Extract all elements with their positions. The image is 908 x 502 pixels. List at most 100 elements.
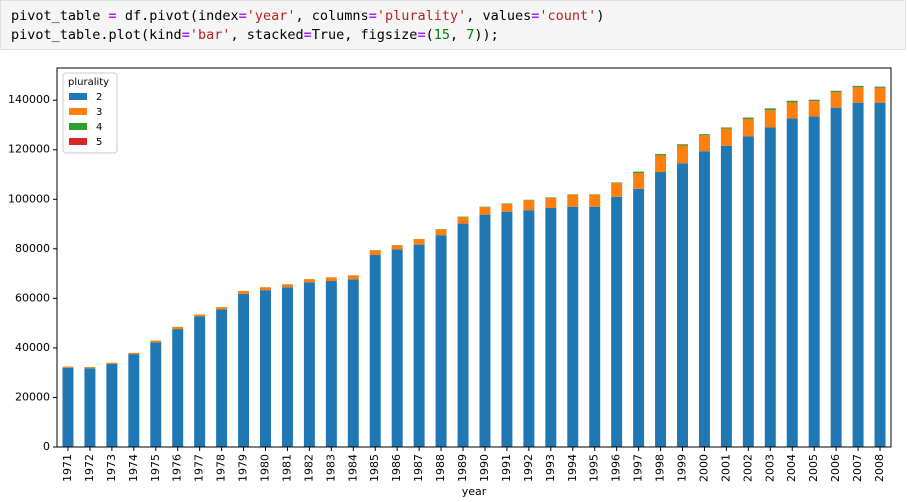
bar-segment (457, 217, 469, 224)
bar-segment (501, 211, 513, 447)
bar-segment (742, 117, 754, 120)
x-tick-label: 1980 (259, 454, 272, 482)
legend-swatch (69, 93, 87, 100)
bar-segment (281, 287, 293, 447)
bar-segment (808, 99, 820, 102)
bar-segment (698, 151, 710, 447)
y-tick-label: 60000 (15, 291, 50, 304)
bar-segment (150, 340, 162, 343)
bar-segment (435, 235, 447, 447)
bar-segment (150, 342, 162, 447)
bar-segment (633, 173, 645, 189)
bar-segment (852, 102, 864, 447)
bar-segment (216, 307, 228, 310)
bar-segment (391, 249, 403, 447)
bar-segment (260, 290, 271, 447)
x-tick-label: 2007 (851, 454, 864, 482)
bar-segment (852, 85, 864, 88)
y-tick-label: 20000 (15, 390, 50, 403)
bar-segment (698, 134, 710, 136)
x-tick-label: 1979 (237, 454, 250, 482)
legend-title: plurality (68, 77, 109, 88)
x-tick-label: 1997 (632, 454, 645, 482)
legend-swatch (69, 138, 87, 145)
y-tick-label: 140000 (8, 93, 50, 106)
bar-segment (808, 101, 820, 117)
legend-swatch (69, 108, 87, 115)
bar-segment (84, 368, 96, 447)
bar-segment (194, 314, 206, 317)
bar-segment (633, 188, 645, 447)
bar-segment (479, 214, 491, 447)
x-tick-label: 1977 (193, 454, 206, 482)
x-tick-label: 2008 (873, 454, 886, 482)
bar-segment (479, 207, 491, 215)
bar-segment (677, 163, 688, 448)
legend-label: 3 (96, 107, 102, 118)
x-tick-label: 1974 (127, 454, 140, 482)
bar-segment (611, 196, 623, 447)
x-tick-label: 1988 (434, 454, 447, 482)
bar-segment (830, 107, 842, 448)
bar-segment (128, 352, 140, 355)
x-tick-label: 1986 (390, 454, 403, 482)
bar-segment (698, 135, 710, 152)
bar-segment (742, 136, 754, 447)
x-tick-label: 1998 (654, 454, 667, 482)
x-tick-label: 1984 (346, 454, 359, 482)
bar-segment (589, 194, 601, 207)
x-tick-label: 1972 (83, 454, 96, 482)
x-tick-label: 1978 (215, 454, 228, 482)
bar-segment (128, 354, 140, 447)
bar-segment (523, 210, 535, 447)
legend-label: 2 (96, 92, 102, 103)
bar-segment (391, 245, 403, 250)
bar-segment (194, 316, 206, 447)
bar-segment (84, 367, 96, 369)
code-line: pivot_table.plot(kind='bar', stacked=Tru… (11, 27, 499, 43)
bar-segment (545, 197, 557, 208)
bar-segment (786, 100, 798, 103)
bar-segment (655, 172, 667, 447)
bar-segment (567, 194, 579, 207)
bar-segment (172, 329, 184, 447)
x-tick-label: 1994 (566, 454, 579, 482)
x-tick-label: 1983 (324, 454, 337, 482)
bar-segment (325, 277, 337, 282)
bar-segment (720, 127, 732, 129)
bar-segment (567, 206, 579, 447)
bar-segment (786, 118, 798, 448)
x-tick-label: 2003 (763, 454, 776, 482)
bar-segment (720, 128, 732, 146)
x-tick-label: 1982 (302, 454, 315, 482)
x-tick-label: 1993 (544, 454, 557, 482)
bar-segment (106, 362, 118, 365)
x-tick-label: 1999 (676, 454, 689, 482)
bar-segment (874, 86, 886, 88)
bar-segment (369, 255, 381, 447)
x-tick-label: 2004 (785, 454, 798, 482)
y-tick-label: 120000 (8, 143, 50, 156)
x-tick-label: 1991 (500, 454, 513, 482)
chart: year 0 20000 40000 60000 80000 100000 120000 14… (8, 67, 892, 498)
legend: plurality 2 3 4 5 (62, 72, 118, 154)
x-tick-label: 2002 (741, 454, 754, 482)
bar-segment (633, 171, 645, 174)
x-tick-label: 1971 (61, 454, 74, 482)
bar-segment (720, 145, 732, 447)
x-tick-label: 1996 (610, 454, 623, 482)
x-tick-label: 2001 (719, 454, 732, 482)
plot-frame (56, 67, 892, 448)
bar-segment (347, 275, 359, 280)
bar-segment (830, 92, 842, 108)
bar-segment (589, 206, 601, 447)
bar-segment (655, 154, 667, 156)
x-tick-label: 1985 (368, 454, 381, 482)
bar-segment (369, 250, 381, 256)
bar-segment (303, 282, 315, 447)
bar-segment (852, 87, 864, 103)
bar-segment (325, 281, 337, 447)
bar-segment (303, 279, 315, 283)
bar-segment (545, 207, 557, 447)
